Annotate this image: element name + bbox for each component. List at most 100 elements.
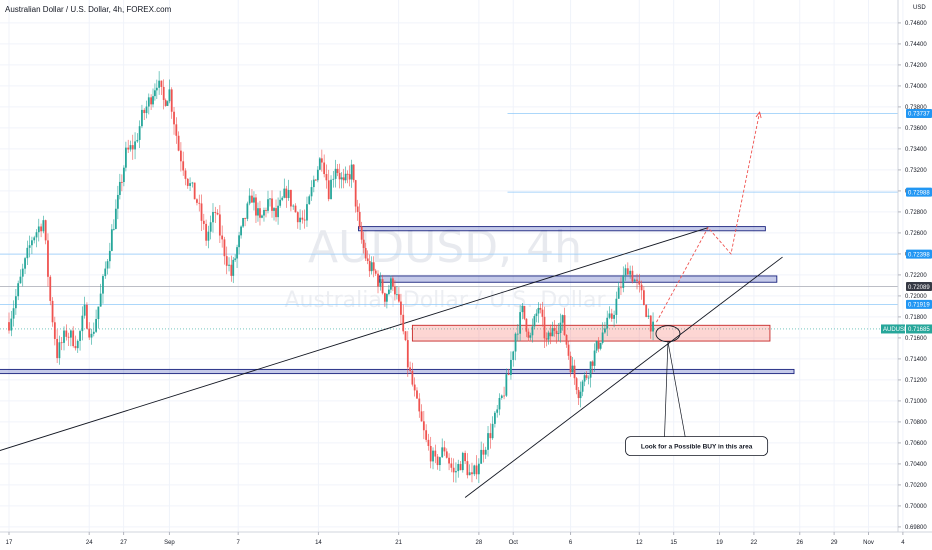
candle-body <box>228 264 230 266</box>
candle-body <box>290 189 292 207</box>
candle-body <box>129 145 132 150</box>
x-tick-label: 14 <box>315 540 322 546</box>
candle-body <box>168 89 171 102</box>
candle-body <box>31 240 33 246</box>
candle-body <box>379 279 382 287</box>
candle-body <box>44 220 47 241</box>
candle-body <box>519 312 522 334</box>
candle-body <box>496 409 499 413</box>
candle-body <box>193 182 196 200</box>
candle-body <box>209 222 212 232</box>
candle-body <box>246 203 249 219</box>
candle-body <box>177 135 180 151</box>
candle-body <box>402 314 405 332</box>
candle-body <box>400 301 402 315</box>
candle-body <box>555 330 558 334</box>
y-tick-label: 0.72000 <box>905 294 927 300</box>
candle-body <box>432 450 434 462</box>
candle-body <box>537 307 540 314</box>
zone-resistance <box>378 275 778 283</box>
candle-body <box>131 145 134 150</box>
zone-resistance <box>358 226 766 232</box>
candle-body <box>269 198 271 200</box>
x-tick-label: Nov <box>863 540 874 546</box>
candle-body <box>573 365 576 379</box>
candle-body <box>381 279 384 294</box>
candle-body <box>427 439 430 446</box>
candle-body <box>354 180 357 207</box>
candle-body <box>72 330 75 347</box>
y-tick-label: 0.70600 <box>905 441 927 447</box>
candle-body <box>535 313 538 317</box>
candle-body <box>330 179 332 200</box>
watermark: AUDUSD, 4h Australian Dollar / U.S. Doll… <box>285 222 607 313</box>
candle-body <box>418 398 421 412</box>
candle-body <box>104 268 107 277</box>
x-tick-label: 24 <box>86 540 93 546</box>
candle-body <box>604 328 606 333</box>
candle-body <box>60 342 63 344</box>
candle-body <box>624 268 627 276</box>
x-tick-label: 6 <box>569 540 573 546</box>
candle-body <box>198 202 201 204</box>
candle-body <box>441 447 444 458</box>
candle-body <box>475 465 478 475</box>
candle-body <box>636 279 638 281</box>
candle-body <box>265 209 267 211</box>
candle-body <box>37 226 40 233</box>
y-tick-label: 0.74600 <box>905 21 927 27</box>
candle-body <box>452 467 455 473</box>
candle-body <box>527 331 530 338</box>
candle-body <box>516 333 519 335</box>
candle-body <box>299 217 301 223</box>
candle-body <box>434 450 437 457</box>
candle-body <box>327 180 330 200</box>
callout-line <box>667 341 686 437</box>
candle-body <box>374 270 377 274</box>
candle-body <box>271 198 273 211</box>
candle-body <box>608 313 611 318</box>
x-tick-label: 19 <box>716 540 723 546</box>
candle-body <box>58 342 61 359</box>
annotation-text: Look for a Possible BUY in this area <box>641 443 753 450</box>
candle-body <box>152 96 154 105</box>
y-tick-label: 0.72200 <box>905 273 927 279</box>
candle-body <box>277 205 279 218</box>
candle-body <box>310 187 313 197</box>
candle-body <box>510 359 512 376</box>
candle-body <box>514 333 517 352</box>
candle-body <box>585 375 588 378</box>
candle-body <box>49 276 52 301</box>
y-tick-label: 0.71400 <box>905 357 927 363</box>
y-tick-label: 0.70800 <box>905 420 927 426</box>
candle-body <box>79 331 81 341</box>
candle-body <box>494 412 496 424</box>
candle-body <box>221 235 224 240</box>
candle-body <box>150 97 153 105</box>
candle-body <box>19 276 22 284</box>
candle-body <box>429 445 432 462</box>
candle-body <box>65 330 68 337</box>
candle-body <box>95 319 97 332</box>
y-tick-label: 0.70400 <box>905 462 927 468</box>
level-price-tag <box>906 282 932 292</box>
x-tick-label: 12 <box>636 540 643 546</box>
projection-line <box>656 112 761 323</box>
current-symbol-tag <box>881 324 905 334</box>
level-price-tag <box>906 249 932 259</box>
candle-body <box>633 279 636 282</box>
candle-body <box>162 86 165 100</box>
level-price-tag <box>906 187 932 197</box>
candle-body <box>122 167 125 183</box>
candle-body <box>160 80 163 87</box>
candle-body <box>448 457 450 464</box>
candle-body <box>232 259 235 276</box>
candle-body <box>316 169 319 181</box>
candle-body <box>158 80 161 88</box>
candle-body <box>53 322 56 339</box>
candle-body <box>175 124 178 136</box>
candle-body <box>652 321 654 332</box>
candle-body <box>314 179 317 181</box>
candle-body <box>571 365 574 373</box>
candle-body <box>645 305 648 317</box>
